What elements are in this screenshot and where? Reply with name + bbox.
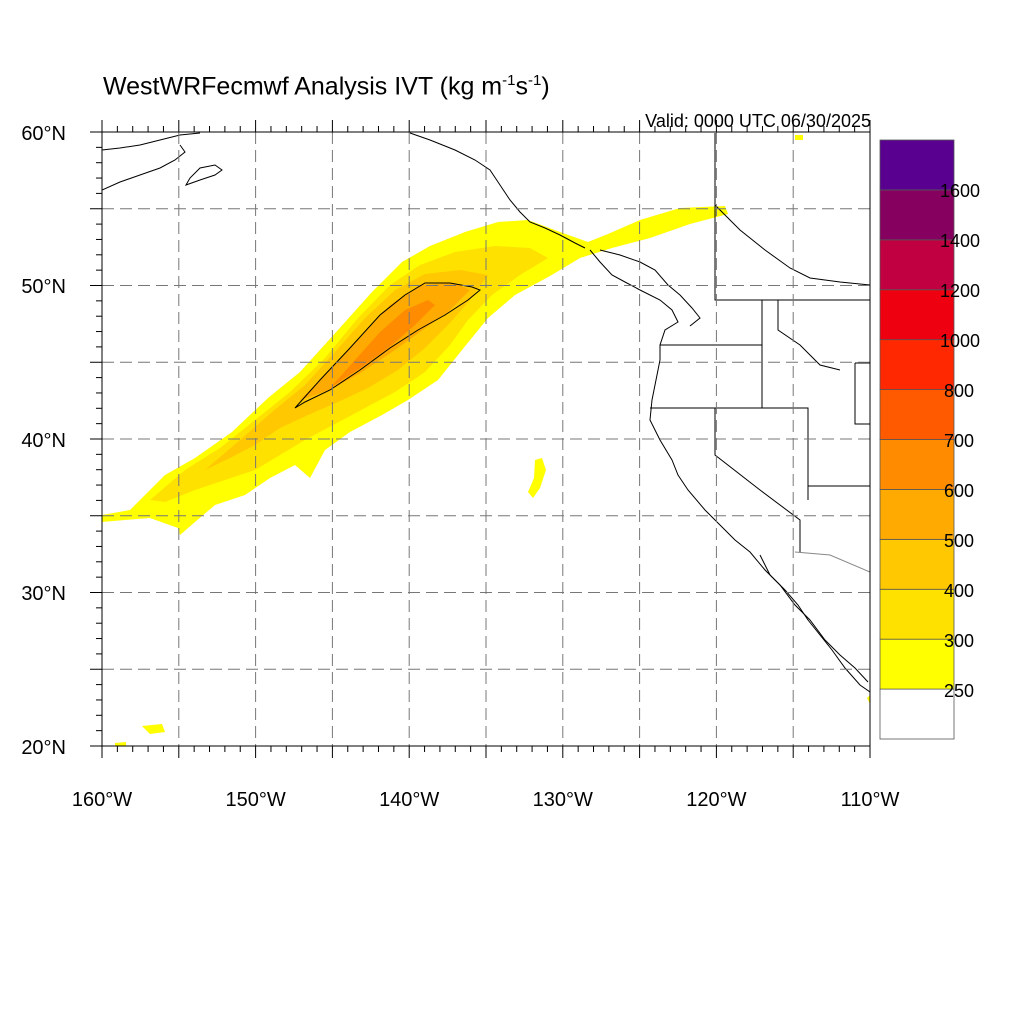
colorbar-label: 1000 (940, 331, 980, 351)
colorbar-box (879, 538, 955, 590)
colorbar-label: 800 (944, 381, 974, 401)
colorbar-box (879, 688, 955, 740)
lat-label-30: 30°N (21, 583, 66, 605)
alaska-coast (102, 132, 586, 249)
coastlines (102, 132, 870, 693)
colorbar (879, 139, 955, 740)
colorbar-label: 500 (944, 531, 974, 551)
canada-coast (599, 249, 701, 327)
lat-label-40: 40°N (21, 430, 66, 452)
colorbar-box (879, 339, 955, 390)
lon-label-130: 130°W (533, 789, 593, 811)
lat-label-20: 20°N (21, 737, 66, 759)
graticule (102, 132, 870, 746)
colorbar-label: 400 (944, 581, 974, 601)
west-coast (589, 249, 869, 683)
colorbar-label: 250 (944, 681, 974, 701)
lon-label-140: 140°W (379, 789, 439, 811)
colorbar-label: 300 (944, 631, 974, 651)
colorbar-box (879, 389, 955, 440)
axis-ticks (90, 120, 871, 758)
lon-label-120: 120°W (686, 789, 746, 811)
ivt-250-blob (528, 458, 546, 498)
baja (759, 554, 870, 693)
lon-label-150: 150°W (225, 789, 285, 811)
lon-label-110: 110°W (841, 789, 900, 811)
colorbar-label: 600 (944, 481, 974, 501)
colorbar-box (879, 439, 955, 490)
colorbar-label: 1400 (940, 231, 980, 251)
colorbar-label: 700 (944, 431, 974, 451)
colorbar-label: 1200 (940, 281, 980, 301)
lat-axis-labels: 20°N 30°N 40°N 50°N 60°N (21, 123, 66, 759)
colorbar-box (879, 638, 955, 690)
colorbar-box (879, 189, 955, 241)
inland-coast (714, 204, 870, 286)
colorbar-box (879, 489, 955, 540)
borders (650, 133, 870, 573)
lat-label-50: 50°N (21, 276, 66, 298)
lon-label-160: 160°W (72, 789, 132, 811)
colorbar-labels: 250 300 400 500 600 700 800 1000 1200 14… (940, 181, 980, 701)
colorbar-box (879, 139, 955, 191)
valid-time: Valid: 0000 UTC 06/30/2025 (645, 111, 871, 131)
lon-axis-labels: 160°W 150°W 140°W 130°W 120°W 110°W (72, 789, 900, 811)
colorbar-box (879, 239, 955, 291)
lat-label-60: 60°N (21, 123, 66, 145)
colorbar-label: 1600 (940, 181, 980, 201)
map-title: WestWRFecmwf Analysis IVT (kg m-1s-1) (103, 72, 550, 101)
ivt-shading (102, 135, 870, 746)
ivt-contour (294, 282, 481, 409)
colorbar-box (879, 588, 955, 640)
